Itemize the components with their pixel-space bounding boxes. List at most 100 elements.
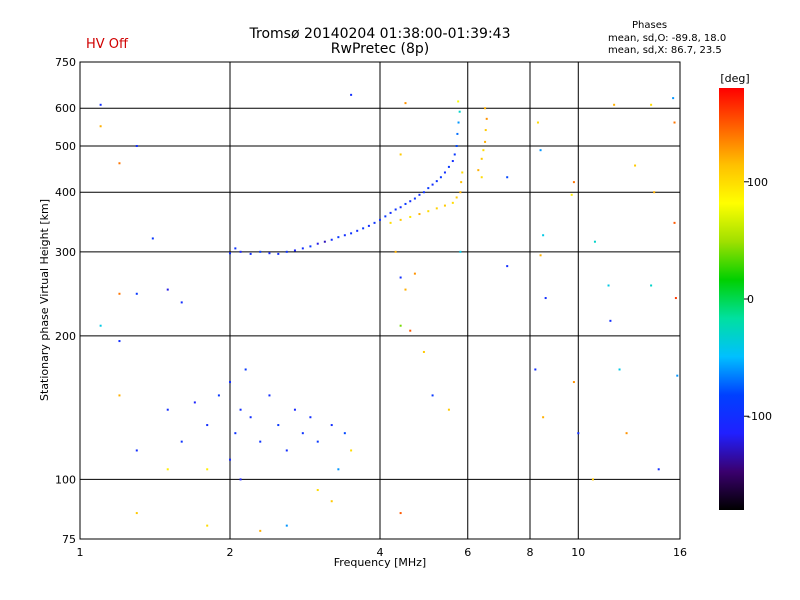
data-point [206, 424, 209, 427]
data-point [166, 288, 169, 291]
data-point [459, 250, 462, 253]
data-point [418, 213, 421, 216]
data-point [458, 110, 461, 113]
data-point [539, 254, 542, 257]
data-point [309, 245, 312, 248]
data-point [484, 107, 487, 110]
data-point [239, 478, 242, 481]
grid-lines [80, 62, 680, 539]
data-point [389, 221, 392, 224]
data-point [316, 242, 319, 245]
data-point [399, 153, 402, 156]
data-point [577, 432, 580, 435]
data-point [572, 181, 575, 184]
data-point [99, 125, 102, 128]
data-point [409, 200, 412, 203]
data-point [613, 103, 616, 106]
data-point [457, 100, 460, 103]
data-point [653, 191, 656, 194]
data-point [544, 297, 547, 300]
data-point [151, 237, 154, 240]
data-point [99, 103, 102, 106]
data-point [249, 252, 252, 255]
data-point [673, 121, 676, 124]
data-point [542, 234, 545, 237]
data-point [399, 276, 402, 279]
data-point [431, 394, 434, 397]
data-point [672, 97, 675, 100]
data-point [118, 340, 121, 343]
data-point [309, 416, 312, 419]
data-point [350, 232, 353, 235]
data-point [480, 176, 483, 179]
hv-status-label: HV Off [86, 37, 128, 52]
data-point [301, 247, 304, 250]
data-point [166, 408, 169, 411]
data-point [480, 157, 483, 160]
data-point [484, 129, 487, 132]
data-point [330, 500, 333, 503]
data-point [135, 144, 138, 147]
data-point [180, 301, 183, 304]
colorbar-label: [deg] [720, 72, 749, 85]
data-point [418, 193, 421, 196]
data-point [456, 132, 459, 135]
data-point [447, 408, 450, 411]
data-point [443, 204, 446, 207]
data-point [673, 221, 676, 224]
data-point [118, 162, 121, 165]
data-point [277, 424, 280, 427]
data-point [413, 197, 416, 200]
x-tick-label: 4 [377, 546, 384, 559]
data-point [674, 297, 677, 300]
data-point [451, 201, 454, 204]
data-point [399, 512, 402, 515]
data-point [409, 329, 412, 332]
data-point [293, 249, 296, 252]
data-point [229, 458, 231, 461]
data-point [118, 292, 121, 295]
data-point [506, 265, 509, 268]
data-point [337, 236, 340, 239]
data-point [135, 512, 138, 515]
data-point [447, 165, 450, 168]
data-point [135, 449, 138, 452]
data-point [422, 191, 425, 194]
data-point [268, 394, 271, 397]
phase-stats-o-mode: mean, sd,O: -89.8, 18.0 [608, 33, 727, 44]
data-point [607, 284, 610, 287]
data-point [362, 227, 365, 230]
data-point [206, 468, 209, 471]
x-tick-label: 16 [673, 546, 687, 559]
data-point [244, 368, 247, 371]
data-point [384, 215, 387, 218]
data-point [330, 424, 333, 427]
data-point [206, 524, 209, 527]
colorbar-ticks: 100 0 -100 [744, 176, 772, 423]
data-point [609, 319, 612, 322]
data-point [259, 250, 262, 253]
data-point [337, 468, 340, 471]
y-axis-label: Stationary phase Virtual Height [km] [38, 199, 51, 401]
data-point [118, 394, 121, 397]
data-point [285, 524, 288, 527]
data-point [422, 350, 425, 353]
data-point [373, 221, 376, 224]
data-point [650, 103, 653, 106]
chart-title: Tromsø 20140204 01:38:00-01:39:43 [249, 26, 511, 42]
data-point [99, 324, 102, 327]
data-point [259, 529, 262, 532]
y-tick-label: 750 [55, 56, 76, 69]
x-axis-label: Frequency [MHz] [334, 556, 426, 569]
data-point [229, 252, 231, 255]
data-point [542, 416, 545, 419]
data-point [431, 183, 434, 186]
data-point [399, 206, 402, 209]
data-point [343, 432, 346, 435]
data-point [634, 164, 637, 167]
data-point [316, 440, 319, 443]
data-point [239, 408, 242, 411]
data-point [460, 181, 463, 184]
data-point [323, 240, 326, 243]
